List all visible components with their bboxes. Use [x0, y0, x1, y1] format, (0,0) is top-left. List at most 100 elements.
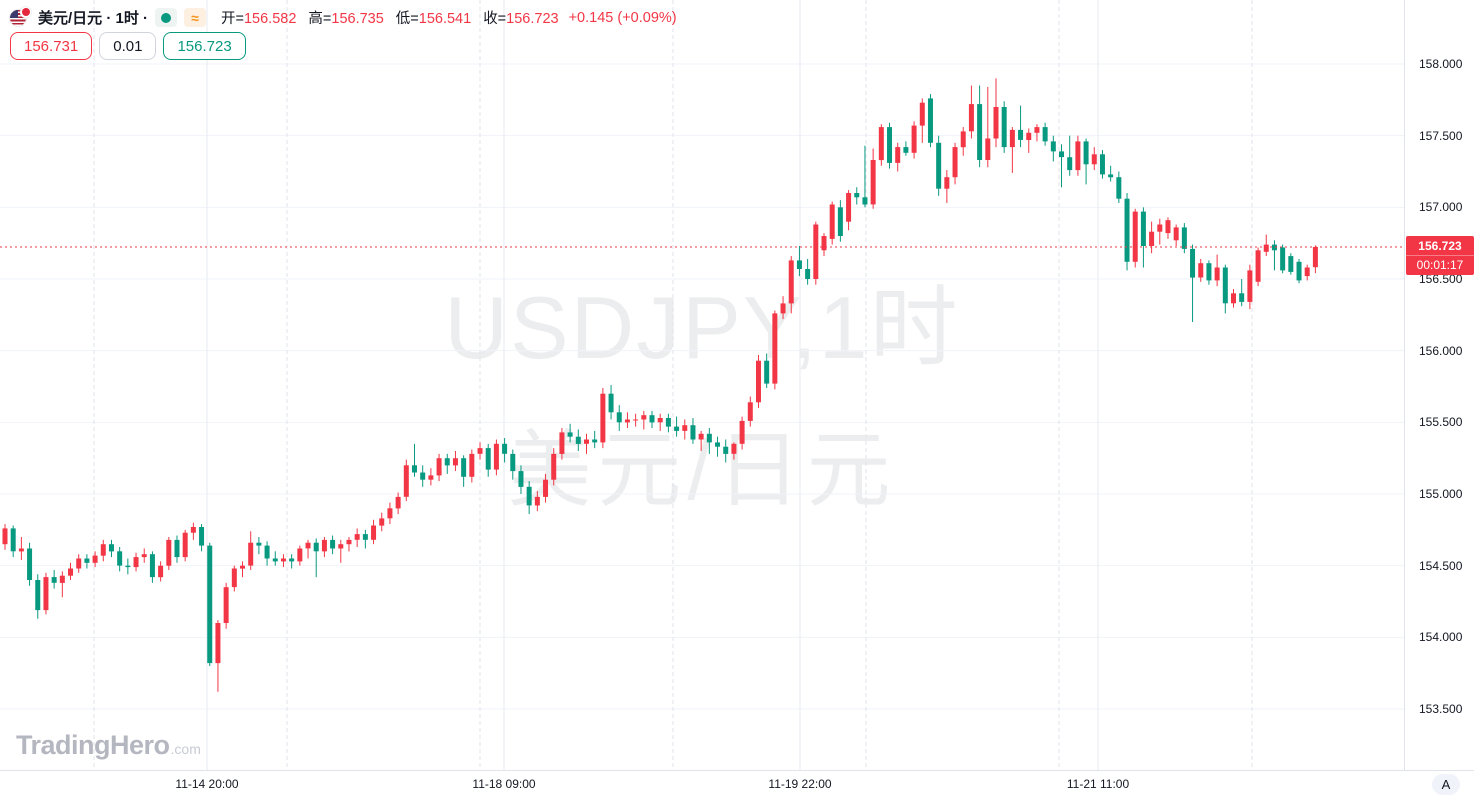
- price-axis[interactable]: 158.000 157.500 157.000 156.500 156.000 155.5…: [1404, 0, 1474, 770]
- candle: [1198, 263, 1204, 278]
- candle: [755, 360, 761, 403]
- candle: [870, 160, 876, 205]
- candle: [846, 193, 852, 222]
- candle: [993, 107, 999, 139]
- candle: [1280, 247, 1286, 271]
- time-tick-label: 11-21 11:00: [1066, 777, 1130, 791]
- candle: [223, 587, 229, 623]
- candle: [502, 443, 508, 454]
- candle: [469, 453, 475, 477]
- candle: [927, 98, 933, 143]
- candle: [27, 548, 33, 580]
- price-tick-label: 154.500: [1419, 558, 1463, 573]
- chart-pane[interactable]: USDJPY,1时 美元/日元 TradingHero .com: [0, 0, 1404, 770]
- candle: [141, 554, 147, 558]
- candle: [739, 420, 745, 444]
- candle: [1263, 244, 1269, 252]
- high-label: 高=: [308, 11, 332, 27]
- current-price-value: 156.723: [1418, 239, 1462, 254]
- candle: [444, 458, 450, 466]
- candle: [84, 558, 90, 563]
- candle: [559, 432, 565, 454]
- candle: [968, 104, 974, 132]
- candle: [1296, 261, 1302, 281]
- bar-countdown: 00:01:17: [1406, 255, 1474, 275]
- candle: [551, 453, 557, 480]
- candle: [493, 443, 499, 470]
- candle: [272, 558, 278, 562]
- candle: [240, 565, 246, 569]
- candle: [35, 580, 41, 611]
- candle: [461, 458, 467, 477]
- candle: [903, 147, 909, 153]
- candle: [960, 131, 966, 148]
- candle: [698, 433, 704, 440]
- usdjpy-flag-icon: [10, 6, 31, 28]
- open-value: 156.582: [243, 11, 297, 27]
- low-label: 低=: [395, 11, 419, 27]
- candle: [1108, 174, 1114, 178]
- low-value: 156.541: [418, 11, 472, 27]
- price-tick-label: 155.500: [1419, 415, 1463, 430]
- candle: [1034, 127, 1040, 133]
- candle: [280, 558, 286, 562]
- candle: [428, 475, 434, 480]
- candle: [665, 418, 671, 427]
- time-axis[interactable]: 11-14 20:00 11-18 09:00 11-19 22:00 11-21 1…: [0, 770, 1474, 800]
- candle: [1140, 211, 1146, 246]
- current-price-badge: 156.723 00:01:17: [1406, 236, 1474, 276]
- candle: [1157, 224, 1163, 232]
- candle: [624, 419, 630, 423]
- candle: [371, 525, 377, 540]
- candle: [1181, 227, 1187, 249]
- candle: [158, 565, 164, 578]
- buy-price-button[interactable]: 156.723: [163, 32, 246, 60]
- candle: [887, 127, 893, 163]
- candle: [395, 496, 401, 509]
- candle: [10, 528, 16, 552]
- candle: [305, 542, 311, 549]
- candle: [534, 496, 540, 506]
- candle: [936, 142, 942, 189]
- close-label: 收=: [483, 11, 507, 27]
- candle: [412, 465, 417, 473]
- candle: [149, 554, 155, 578]
- candle: [813, 224, 819, 279]
- candle: [125, 565, 131, 568]
- candle: [338, 544, 344, 549]
- candle: [133, 557, 139, 568]
- candle: [346, 539, 352, 545]
- candle: [1214, 267, 1220, 281]
- candle: [485, 448, 491, 470]
- candle: [166, 539, 172, 566]
- market-status-icon[interactable]: [155, 8, 178, 27]
- candlestick-chart[interactable]: [0, 0, 1404, 770]
- candle: [796, 260, 802, 269]
- candle: [1050, 141, 1056, 152]
- candle: [1288, 256, 1294, 272]
- candle: [543, 479, 549, 497]
- candle: [1116, 177, 1122, 199]
- candle: [977, 104, 983, 160]
- price-tick-label: 157.000: [1419, 200, 1463, 215]
- approx-price-icon[interactable]: ≈: [184, 8, 207, 27]
- candle: [1067, 157, 1073, 171]
- candle: [1026, 132, 1032, 140]
- candle: [51, 577, 57, 583]
- candle: [1165, 220, 1171, 234]
- candle: [788, 260, 794, 304]
- candle: [616, 412, 622, 423]
- candle: [510, 453, 516, 472]
- candle: [199, 527, 205, 546]
- candle: [895, 147, 901, 163]
- candle: [68, 568, 74, 576]
- spread-button[interactable]: 0.01: [99, 32, 157, 60]
- candle: [1304, 267, 1310, 277]
- auto-scale-button[interactable]: A: [1432, 774, 1460, 795]
- candle: [436, 458, 442, 476]
- sell-price-button[interactable]: 156.731: [10, 32, 93, 60]
- symbol-title[interactable]: 美元/日元 · 1时 ·: [38, 10, 149, 27]
- candle: [952, 147, 958, 178]
- candle: [59, 575, 65, 583]
- candle: [313, 542, 319, 552]
